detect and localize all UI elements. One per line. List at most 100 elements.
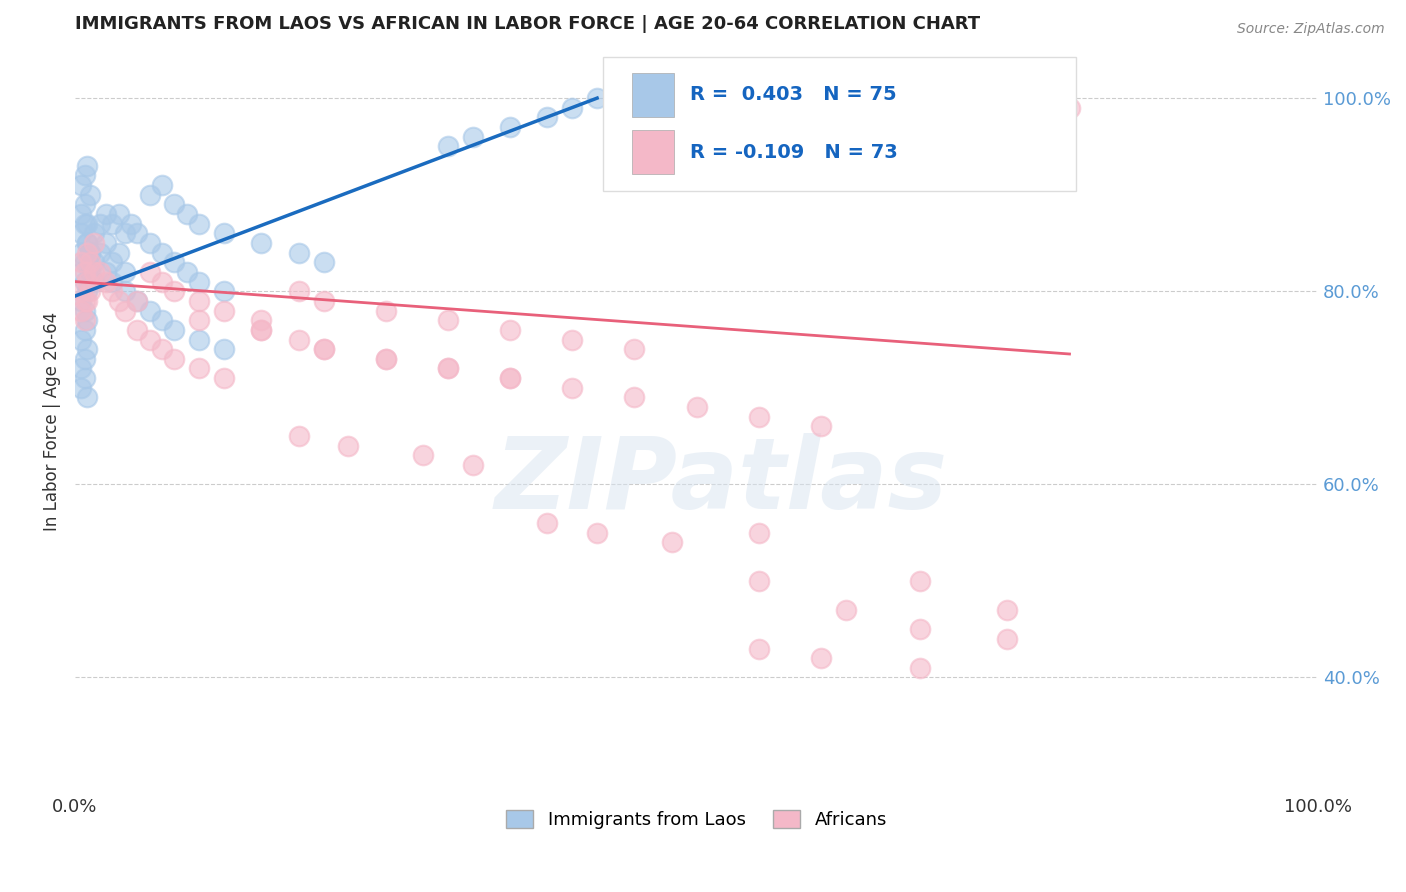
Immigrants from Laos <box>73 275 96 289</box>
Africans <box>312 342 335 356</box>
Africans <box>188 313 211 327</box>
Immigrants from Laos <box>120 217 142 231</box>
Africans <box>73 265 96 279</box>
Immigrants from Laos <box>73 371 96 385</box>
Africans <box>910 574 932 588</box>
Immigrants from Laos <box>188 333 211 347</box>
Africans <box>70 284 93 298</box>
Immigrants from Laos <box>70 361 93 376</box>
Africans <box>499 371 522 385</box>
Africans <box>70 255 93 269</box>
Immigrants from Laos <box>76 284 98 298</box>
Africans <box>76 275 98 289</box>
Immigrants from Laos <box>76 342 98 356</box>
Immigrants from Laos <box>561 101 583 115</box>
Africans <box>150 275 173 289</box>
Africans <box>586 525 609 540</box>
Immigrants from Laos <box>188 275 211 289</box>
Africans <box>910 661 932 675</box>
Immigrants from Laos <box>163 323 186 337</box>
Africans <box>287 333 309 347</box>
Africans <box>685 400 707 414</box>
Immigrants from Laos <box>150 178 173 192</box>
Immigrants from Laos <box>138 235 160 250</box>
Immigrants from Laos <box>138 187 160 202</box>
Immigrants from Laos <box>79 265 101 279</box>
Immigrants from Laos <box>499 120 522 134</box>
Immigrants from Laos <box>73 169 96 183</box>
Immigrants from Laos <box>114 265 136 279</box>
Immigrants from Laos <box>114 284 136 298</box>
Immigrants from Laos <box>76 235 98 250</box>
Africans <box>312 293 335 308</box>
Africans <box>163 351 186 366</box>
Immigrants from Laos <box>83 227 105 241</box>
Africans <box>70 303 93 318</box>
Immigrants from Laos <box>176 265 198 279</box>
Immigrants from Laos <box>163 197 186 211</box>
Y-axis label: In Labor Force | Age 20-64: In Labor Force | Age 20-64 <box>44 312 60 531</box>
Africans <box>810 419 832 434</box>
Immigrants from Laos <box>287 245 309 260</box>
Immigrants from Laos <box>73 217 96 231</box>
Africans <box>250 313 273 327</box>
Africans <box>287 284 309 298</box>
Immigrants from Laos <box>70 381 93 395</box>
Africans <box>748 525 770 540</box>
FancyBboxPatch shape <box>631 130 675 174</box>
Immigrants from Laos <box>70 178 93 192</box>
Immigrants from Laos <box>150 313 173 327</box>
Immigrants from Laos <box>127 293 149 308</box>
Africans <box>748 409 770 424</box>
Africans <box>1059 101 1081 115</box>
Africans <box>374 351 396 366</box>
Immigrants from Laos <box>101 255 124 269</box>
Africans <box>212 303 235 318</box>
Immigrants from Laos <box>70 293 93 308</box>
Immigrants from Laos <box>89 217 111 231</box>
Africans <box>114 303 136 318</box>
Immigrants from Laos <box>176 207 198 221</box>
Africans <box>561 381 583 395</box>
Africans <box>94 275 117 289</box>
Immigrants from Laos <box>83 255 105 269</box>
Africans <box>101 284 124 298</box>
Africans <box>910 622 932 636</box>
Africans <box>127 293 149 308</box>
Text: IMMIGRANTS FROM LAOS VS AFRICAN IN LABOR FORCE | AGE 20-64 CORRELATION CHART: IMMIGRANTS FROM LAOS VS AFRICAN IN LABOR… <box>75 15 980 33</box>
FancyBboxPatch shape <box>631 73 675 117</box>
Immigrants from Laos <box>73 351 96 366</box>
Africans <box>76 245 98 260</box>
Africans <box>461 458 484 472</box>
Africans <box>374 351 396 366</box>
Immigrants from Laos <box>76 313 98 327</box>
Immigrants from Laos <box>586 91 609 105</box>
Africans <box>561 333 583 347</box>
Africans <box>127 323 149 337</box>
Africans <box>810 651 832 665</box>
Africans <box>83 235 105 250</box>
Immigrants from Laos <box>212 227 235 241</box>
Immigrants from Laos <box>73 255 96 269</box>
Immigrants from Laos <box>70 333 93 347</box>
Africans <box>250 323 273 337</box>
Immigrants from Laos <box>70 265 93 279</box>
Africans <box>499 371 522 385</box>
Africans <box>250 323 273 337</box>
Immigrants from Laos <box>250 235 273 250</box>
Legend: Immigrants from Laos, Africans: Immigrants from Laos, Africans <box>499 803 894 837</box>
Africans <box>79 255 101 269</box>
Africans <box>437 361 460 376</box>
Africans <box>89 265 111 279</box>
Immigrants from Laos <box>536 111 558 125</box>
Immigrants from Laos <box>73 303 96 318</box>
Immigrants from Laos <box>437 139 460 153</box>
Immigrants from Laos <box>127 227 149 241</box>
Africans <box>163 284 186 298</box>
Africans <box>337 439 360 453</box>
Immigrants from Laos <box>101 275 124 289</box>
Immigrants from Laos <box>79 187 101 202</box>
Africans <box>995 632 1018 646</box>
Immigrants from Laos <box>79 245 101 260</box>
Africans <box>73 293 96 308</box>
